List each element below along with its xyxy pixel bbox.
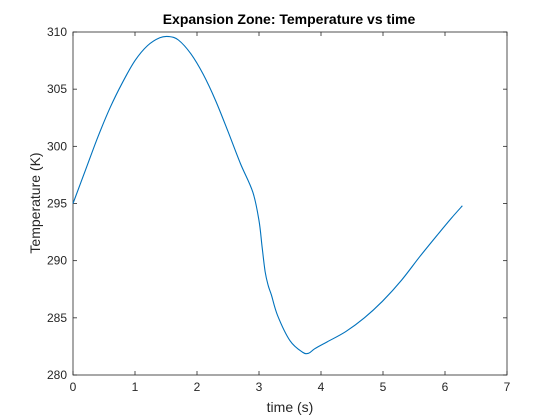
y-tick-label: 310	[47, 25, 67, 39]
x-tick-label: 4	[318, 380, 325, 394]
x-tick-label: 3	[256, 380, 263, 394]
y-tick-label: 295	[47, 197, 67, 211]
y-axis-label: Temperature (K)	[27, 152, 43, 253]
x-tick-label: 6	[442, 380, 449, 394]
x-tick-label: 1	[132, 380, 139, 394]
y-tick-label: 280	[47, 368, 67, 382]
x-axis-label: time (s)	[267, 399, 314, 415]
x-tick-label: 7	[504, 380, 511, 394]
y-tick-label: 290	[47, 254, 67, 268]
chart-title: Expansion Zone: Temperature vs time	[163, 11, 416, 27]
x-tick-label: 5	[380, 380, 387, 394]
y-tick-label: 300	[47, 139, 67, 153]
plot-area	[72, 31, 508, 376]
axis-tick-labels: 0 1 2 3 4 5 6 7 280 285 290 295 300 305 310	[47, 25, 511, 394]
x-tick-label: 0	[70, 380, 77, 394]
series-group	[72, 35, 463, 355]
x-tick-label: 2	[194, 380, 201, 394]
y-tick-label: 285	[47, 311, 67, 325]
axis-ticks	[72, 31, 508, 376]
series-line-0	[72, 35, 463, 355]
y-tick-label: 305	[47, 82, 67, 96]
